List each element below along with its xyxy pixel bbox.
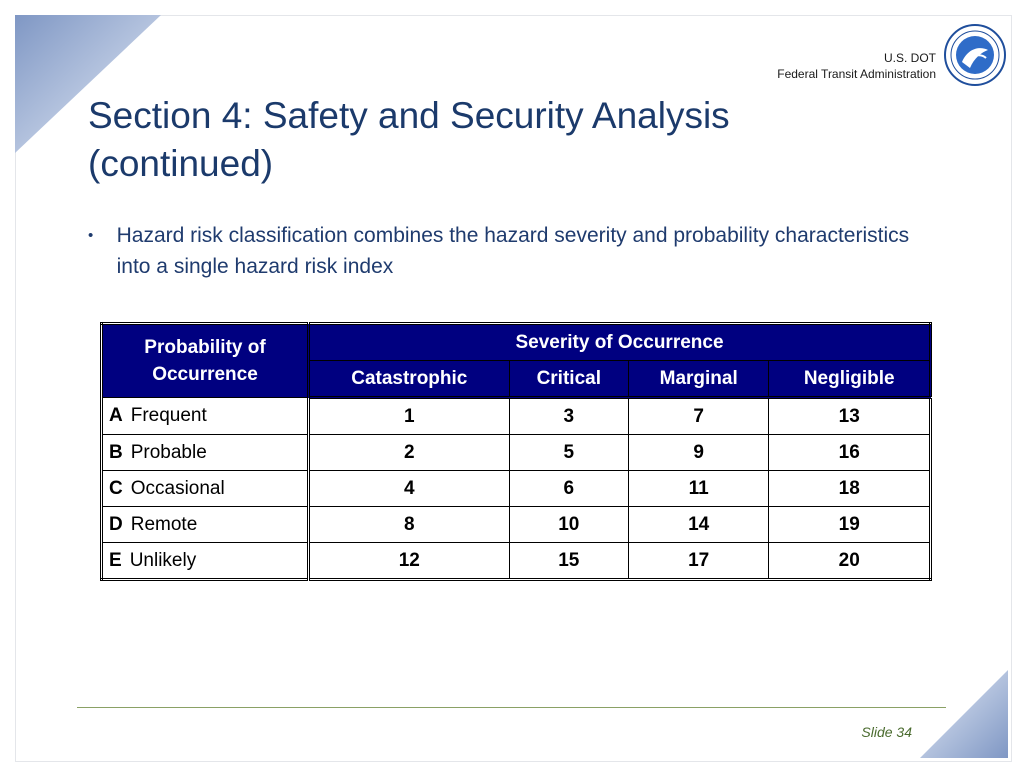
table-cell: 19 [768, 506, 931, 543]
table-cell: 14 [627, 506, 770, 543]
row-label-text: Probable [130, 441, 207, 463]
row-label-text: Remote [130, 513, 198, 535]
table-cell: 3 [508, 397, 629, 435]
agency-line-1: U.S. DOT [883, 51, 936, 65]
bullet-text: Hazard risk classification combines the … [116, 224, 910, 278]
footer-divider [77, 707, 946, 708]
column-header: Negligible [768, 360, 931, 399]
corner-decoration-bottom-right [920, 670, 1008, 758]
column-header: Marginal [627, 360, 770, 399]
bullet-item: • Hazard risk classification combines th… [88, 220, 948, 282]
row-label-text: Frequent [130, 405, 207, 426]
row-label: A Frequent [101, 397, 310, 435]
table-cell: 10 [508, 506, 629, 543]
probability-header: Probability of Occurrence [101, 323, 310, 398]
corner-decoration-top-left [15, 15, 161, 153]
table-cell: 15 [508, 542, 629, 580]
row-letter: A [109, 405, 123, 426]
table-cell: 12 [308, 542, 510, 580]
table-row: E Unlikely 12 15 17 20 [101, 542, 931, 580]
title-line-1: Section 4: Safety and Security Analysis [88, 95, 730, 136]
table-cell: 8 [308, 506, 510, 543]
table-cell: 7 [627, 397, 770, 435]
table-header-row: Probability of Occurrence Severity of Oc… [101, 323, 931, 398]
title-line-2: (continued) [88, 143, 274, 184]
table-cell: 20 [768, 542, 931, 580]
slide-number: Slide 34 [861, 724, 912, 740]
table-cell: 9 [627, 434, 770, 471]
bullet-dot-icon: • [88, 227, 94, 244]
table-cell: 18 [768, 470, 931, 507]
table-row: B Probable 2 5 9 16 [101, 434, 931, 471]
table-cell: 1 [308, 397, 510, 435]
row-letter: E [109, 549, 122, 571]
severity-header: Severity of Occurrence [308, 323, 931, 361]
table-cell: 13 [768, 397, 931, 435]
table-row: D Remote 8 10 14 19 [101, 506, 931, 543]
row-letter: D [109, 513, 123, 535]
row-letter: C [109, 477, 123, 499]
table-cell: 5 [508, 434, 629, 471]
row-label: B Probable [101, 434, 310, 471]
table-cell: 2 [308, 434, 510, 471]
table-subheader-row: Catastrophic Critical Marginal Negligibl… [102, 360, 931, 399]
agency-name: U.S. DOT Federal Transit Administration [777, 50, 936, 82]
column-header: Critical [508, 360, 629, 399]
table-row: A Frequent 1 3 7 13 [101, 397, 931, 435]
table-row: C Occasional 4 6 11 18 [101, 470, 931, 507]
table-cell: 4 [308, 470, 510, 507]
hazard-risk-table: Probability of Occurrence Severity of Oc… [100, 322, 932, 581]
dot-seal-icon [944, 24, 1006, 86]
slide-title: Section 4: Safety and Security Analysis … [88, 92, 968, 188]
row-label: E Unlikely [101, 542, 310, 580]
table-cell: 17 [627, 542, 770, 580]
table-cell: 16 [768, 434, 931, 471]
table-cell: 6 [508, 470, 629, 507]
table-cell: 11 [627, 470, 770, 507]
row-letter: B [109, 441, 123, 463]
row-label: C Occasional [101, 470, 310, 507]
row-label-text: Occasional [130, 477, 225, 499]
agency-line-2: Federal Transit Administration [777, 67, 936, 81]
row-label-text: Unlikely [129, 549, 197, 571]
column-header: Catastrophic [308, 360, 510, 399]
row-label: D Remote [101, 506, 310, 543]
